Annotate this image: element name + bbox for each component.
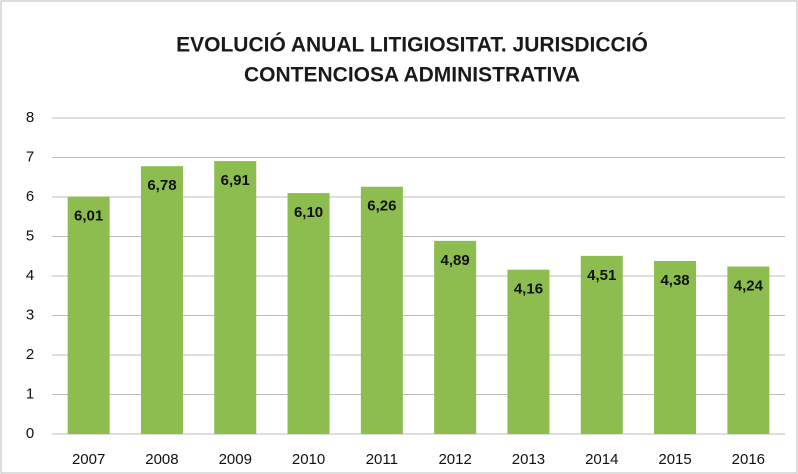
y-tick-label: 2 [26, 346, 34, 363]
bar [654, 260, 697, 434]
bar [580, 255, 623, 434]
x-tick-label: 2011 [366, 451, 398, 468]
value-label: 4,16 [514, 281, 543, 298]
bar [140, 166, 183, 434]
bar [287, 193, 330, 434]
x-tick-label: 2014 [585, 451, 618, 468]
x-tick-label: 2008 [145, 451, 178, 468]
bar [360, 186, 403, 434]
y-tick-label: 8 [26, 109, 34, 126]
bar [434, 240, 477, 434]
value-label: 6,26 [367, 198, 396, 215]
value-label: 6,01 [74, 208, 103, 225]
y-tick-label: 3 [26, 306, 34, 323]
value-label: 4,51 [587, 267, 616, 284]
bar [214, 161, 257, 434]
y-tick-label: 6 [26, 188, 34, 205]
value-label: 4,24 [734, 277, 764, 294]
chart-title: EVOLUCIÓ ANUAL LITIGIOSITAT. JURISDICCIÓ [176, 33, 648, 57]
y-tick-label: 0 [26, 425, 34, 442]
bar [727, 266, 770, 434]
x-tick-label: 2007 [72, 451, 105, 468]
bar [67, 196, 110, 434]
x-tick-label: 2015 [658, 451, 691, 468]
y-tick-label: 4 [26, 267, 34, 284]
chart-title: CONTENCIOSA ADMINISTRATIVA [244, 64, 580, 87]
value-label: 4,89 [441, 252, 470, 269]
x-tick-label: 2009 [219, 451, 252, 468]
value-label: 6,78 [147, 177, 176, 194]
y-tick-label: 7 [26, 148, 34, 165]
value-label: 6,91 [221, 172, 250, 189]
value-label: 4,38 [660, 272, 689, 289]
x-tick-label: 2013 [512, 451, 545, 468]
value-label: 6,10 [294, 204, 323, 221]
bar [507, 269, 550, 434]
x-tick-label: 2012 [438, 451, 471, 468]
y-tick-label: 1 [26, 385, 34, 402]
x-tick-label: 2010 [292, 451, 325, 468]
y-tick-label: 5 [26, 227, 34, 244]
x-tick-label: 2016 [732, 451, 765, 468]
